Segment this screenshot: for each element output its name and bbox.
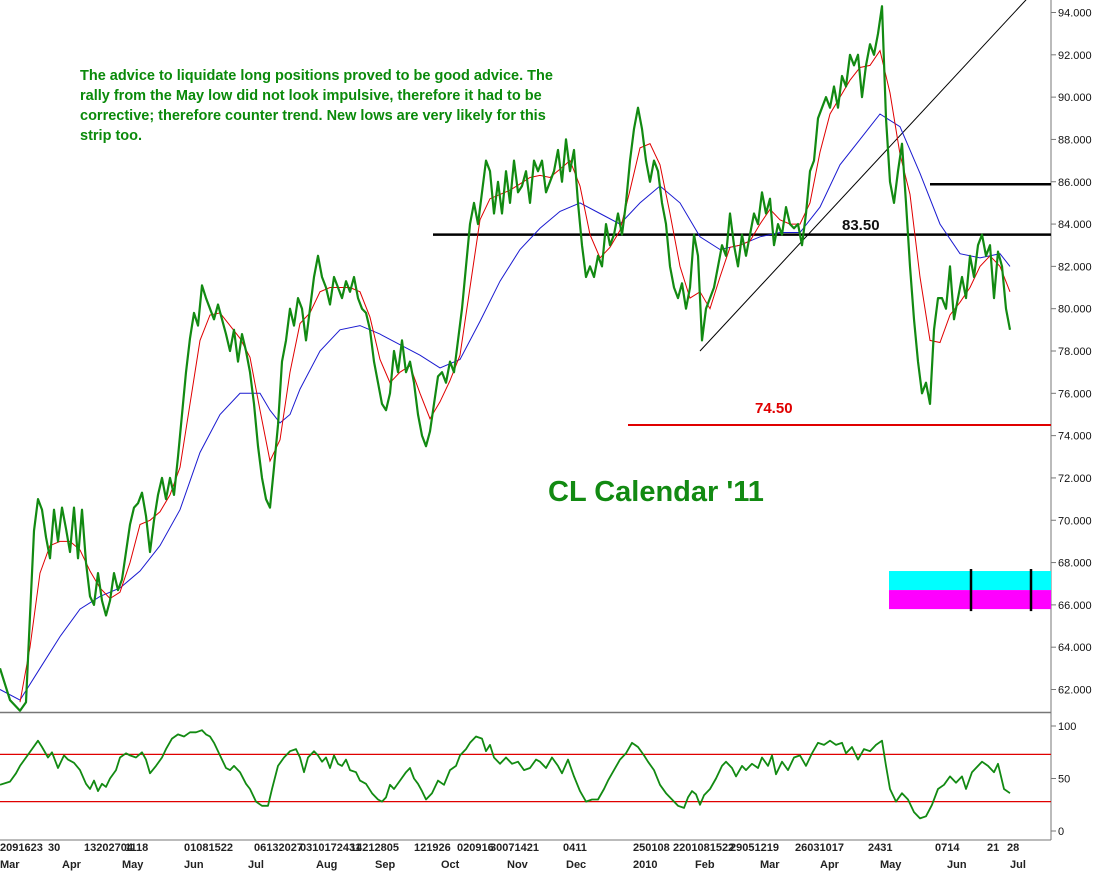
time-month-label: May (880, 859, 902, 871)
fast-moving-average-line (19, 49, 1011, 703)
series (0, 5, 1012, 820)
time-day-label: 1118 (125, 842, 148, 854)
time-day-label: 0411 (563, 842, 587, 854)
time-day-label: 28 (1007, 842, 1019, 854)
axis-labels: 94.000 92.000 90.000 88.000 86.000 84.000 82.0… (0, 8, 1092, 872)
time-day-label: 250108 (633, 842, 670, 854)
price-tick-label: 90.000 (1058, 92, 1092, 104)
price-tick-label: 64.000 (1058, 642, 1092, 654)
time-month-label: Apr (62, 859, 82, 871)
time-month-label: Sep (375, 859, 395, 871)
time-day-label: 2201081522 (673, 842, 734, 854)
time-day-label: 26031017 (795, 842, 844, 854)
time-month-label: Apr (820, 859, 840, 871)
price-tick-label: 76.000 (1058, 388, 1092, 400)
time-month-label: Aug (316, 859, 337, 871)
time-month-label: Dec (566, 859, 586, 871)
price-tick-label: 82.000 (1058, 261, 1092, 273)
time-day-label: 13202704 (84, 842, 134, 854)
time-day-label: 14212805 (350, 842, 399, 854)
time-month-label: May (122, 859, 144, 871)
time-month-label: Feb (695, 859, 715, 871)
time-day-label: 30071421 (490, 842, 539, 854)
time-day-label: 0714 (935, 842, 960, 854)
price-line (0, 5, 1012, 712)
price-tick-label: 78.000 (1058, 346, 1092, 358)
price-tick-label: 62.000 (1058, 685, 1092, 697)
time-day-label: 0310172431 (300, 842, 361, 854)
time-month-label: Jun (947, 859, 967, 871)
price-tick-label: 68.000 (1058, 558, 1092, 570)
price-tick-label: 74.000 (1058, 431, 1092, 443)
oscillator-tick-label: 100 (1058, 721, 1076, 733)
time-day-label: 020916 (457, 842, 494, 854)
time-month-label: Mar (0, 859, 20, 871)
oscillator-tick-label: 50 (1058, 774, 1070, 786)
time-day-label: 2431 (868, 842, 892, 854)
slow-moving-average-line (0, 113, 1011, 701)
axes (0, 0, 1056, 841)
price-tick-label: 70.000 (1058, 515, 1092, 527)
level-label-74-50: 74.50 (755, 400, 793, 417)
chart-title: CL Calendar '11 (548, 476, 764, 508)
time-month-label: Oct (441, 859, 460, 871)
time-month-label: Jul (248, 859, 264, 871)
price-tick-label: 72.000 (1058, 473, 1092, 485)
price-tick-label: 94.000 (1058, 8, 1092, 20)
price-tick-label: 84.000 (1058, 219, 1092, 231)
annotation-text: The advice to liquidate long positions p… (80, 68, 553, 144)
time-month-label: Jul (1010, 859, 1026, 871)
time-month-label: Nov (507, 859, 529, 871)
price-tick-label: 88.000 (1058, 134, 1092, 146)
time-day-label: 121926 (414, 842, 451, 854)
time-day-label: 2091623 (0, 842, 43, 854)
price-tick-label: 80.000 (1058, 304, 1092, 316)
time-day-label: 21 (987, 842, 999, 854)
time-day-label: 01081522 (184, 842, 233, 854)
price-tick-label: 92.000 (1058, 50, 1092, 62)
level-label-83-50: 83.50 (842, 217, 880, 234)
time-day-label: 29051219 (730, 842, 779, 854)
price-tick-label: 86.000 (1058, 177, 1092, 189)
oscillator-tick-label: 0 (1058, 826, 1064, 838)
time-day-label: 30 (48, 842, 60, 854)
price-tick-label: 66.000 (1058, 600, 1092, 612)
trendline (699, 0, 1027, 352)
time-month-label: Mar (760, 859, 780, 871)
time-day-label: 06132027 (254, 842, 303, 854)
time-month-label: 2010 (633, 859, 657, 871)
time-month-label: Jun (184, 859, 204, 871)
oscillator-line (0, 729, 1011, 820)
